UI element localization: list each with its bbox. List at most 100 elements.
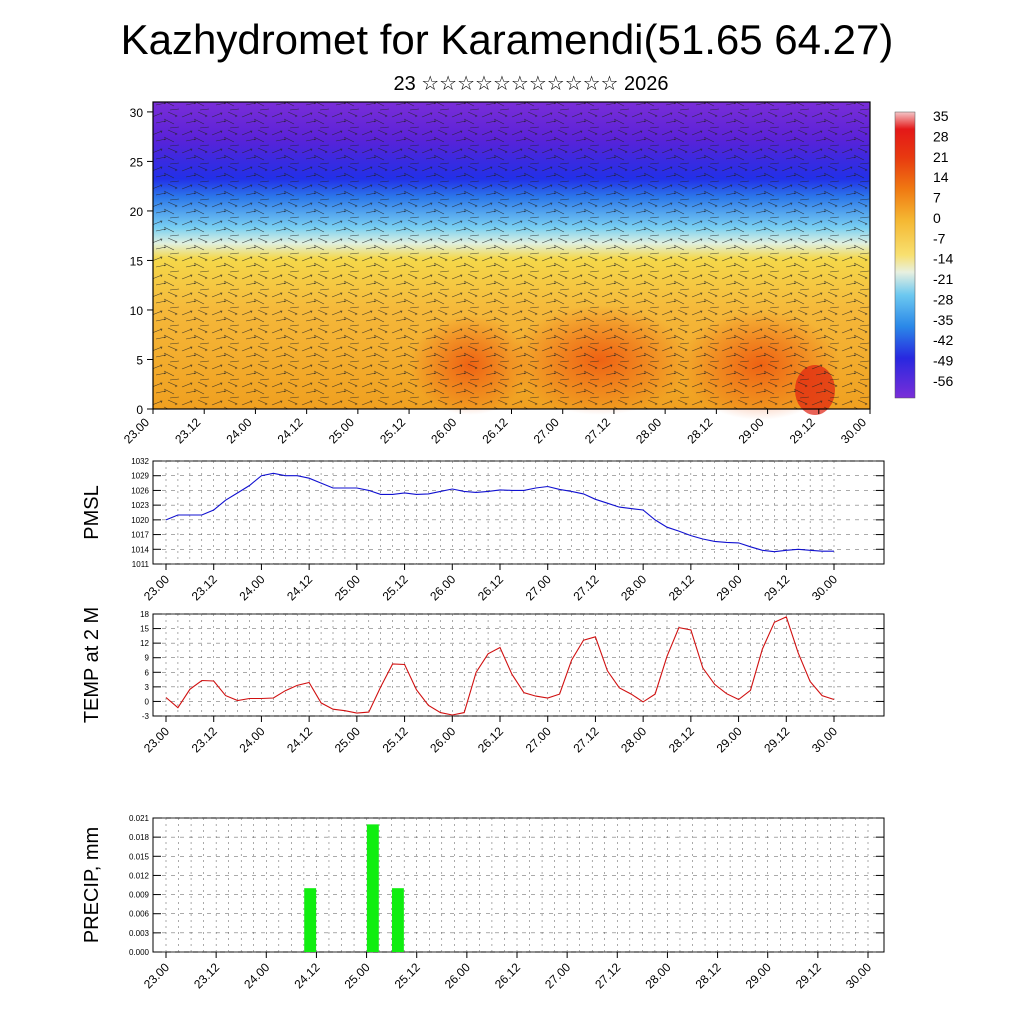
y-tick-label: 0.012	[129, 871, 150, 880]
colorbar-label: 7	[933, 190, 941, 206]
y-tick-label: 30	[130, 106, 144, 120]
x-tick-label: 25.12	[380, 572, 411, 603]
y-tick-label: 0.021	[129, 814, 150, 823]
precip-bar	[366, 824, 379, 952]
x-tick-label: 29.12	[793, 960, 824, 991]
x-tick-label: 24.12	[291, 960, 322, 991]
x-tick-label: 23.00	[121, 415, 152, 446]
y-tick-label: 1020	[131, 516, 149, 525]
y-tick-label: 0.000	[129, 948, 150, 957]
colorbar-label: -14	[933, 251, 953, 267]
x-tick-label: 28.00	[642, 960, 673, 991]
x-tick-label: 27.00	[523, 724, 554, 755]
x-tick-label: 28.00	[618, 724, 649, 755]
temp-panel: 18 15 12 9 6 3 0 -3 23.00 23.12 24.00 24.12 25.00 25.…	[81, 607, 885, 755]
x-tick-label: 28.12	[684, 415, 715, 446]
x-tick-label: 29.12	[761, 572, 792, 603]
x-tick-label: 23.12	[191, 960, 222, 991]
precip-panel: 0.021 0.018 0.015 0.012 0.009 0.006 0.003 0.000…	[81, 814, 885, 991]
x-tick-label: 26.00	[442, 960, 473, 991]
x-tick-label: 30.00	[809, 724, 840, 755]
x-tick-label: 26.00	[427, 724, 458, 755]
x-tick-label: 25.00	[342, 960, 373, 991]
x-tick-label: 26.12	[475, 724, 506, 755]
y-tick-label: 20	[130, 205, 144, 219]
y-axis-label: PMSL	[81, 485, 103, 539]
x-tick-label: 27.12	[592, 960, 623, 991]
y-tick-label: 1029	[131, 472, 149, 481]
y-tick-label: 6	[145, 668, 150, 677]
colorbar-label: 0	[933, 210, 941, 226]
x-tick-label: 25.00	[332, 724, 363, 755]
x-tick-label: 25.00	[326, 415, 357, 446]
colorbar-label: -7	[933, 230, 946, 246]
y-tick-label: 0	[145, 697, 150, 706]
colorbar-label: 35	[933, 108, 949, 124]
colorbar-label: -49	[933, 353, 953, 369]
x-tick-label: 24.12	[275, 415, 306, 446]
y-axis-label: TEMP at 2 M	[81, 607, 103, 723]
y-tick-label: 3	[145, 683, 150, 692]
y-tick-label: 9	[145, 654, 150, 663]
precip-bar	[391, 888, 404, 952]
x-tick-label: 23.12	[189, 724, 220, 755]
y-tick-label: 1023	[131, 501, 149, 510]
colorbar: 35 28 21 14 7 0 -7 -14 -21 -28 -35 -42 -49 -56	[894, 108, 953, 399]
x-tick-label: 23.00	[141, 572, 172, 603]
x-tick-label: 30.00	[843, 960, 874, 991]
y-tick-label: 0.009	[129, 891, 150, 900]
x-tick-label: 24.12	[284, 572, 315, 603]
x-tick-label: 27.12	[570, 724, 601, 755]
x-tick-label: 27.00	[531, 415, 562, 446]
x-tick-label: 27.00	[523, 572, 554, 603]
x-tick-label: 26.12	[479, 415, 510, 446]
panel-frame	[152, 460, 885, 565]
colorbar-label: 28	[933, 128, 949, 144]
x-tick-label: 29.12	[761, 724, 792, 755]
y-tick-label: 1026	[131, 486, 149, 495]
series-line	[165, 616, 835, 716]
x-tick-label: 26.00	[428, 415, 459, 446]
colorbar-label: 21	[933, 149, 949, 165]
x-tick-label: 26.12	[475, 572, 506, 603]
y-tick-label: 25	[130, 155, 144, 169]
panel-frame	[152, 817, 885, 953]
y-axis-label: PRECIP, mm	[81, 827, 103, 943]
x-tick-label: 28.00	[618, 572, 649, 603]
y-tick-label: 10	[130, 304, 144, 318]
y-tick-label: 15	[140, 625, 149, 634]
y-tick-label: 1011	[132, 560, 150, 569]
x-tick-label: 27.12	[582, 415, 613, 446]
x-tick-label: 26.12	[492, 960, 523, 991]
x-tick-label: 25.12	[392, 960, 423, 991]
x-tick-label: 28.12	[666, 724, 697, 755]
colorbar-label: -42	[933, 332, 953, 348]
y-tick-label: 12	[140, 639, 149, 648]
x-tick-label: 29.00	[714, 572, 745, 603]
wind-vectors	[153, 102, 870, 409]
pmsl-panel: 1032 1029 1026 1023 1020 1017 1014 1011 23.00 23.…	[81, 457, 885, 603]
x-tick-label: 25.12	[377, 415, 408, 446]
colorbar-label: -35	[933, 312, 953, 328]
y-tick-label: 5	[136, 353, 143, 367]
colorbar-label: -21	[933, 271, 953, 287]
x-tick-label: 24.00	[236, 724, 267, 755]
y-tick-label: 15	[130, 254, 144, 268]
x-tick-label: 27.12	[570, 572, 601, 603]
x-tick-label: 23.00	[141, 960, 172, 991]
y-tick-label: 0.018	[129, 833, 150, 842]
colorbar-label: -56	[933, 373, 953, 389]
x-tick-label: 24.00	[236, 572, 267, 603]
y-tick-label: 0.015	[129, 852, 150, 861]
x-tick-label: 27.00	[542, 960, 573, 991]
x-tick-label: 26.00	[427, 572, 458, 603]
x-tick-label: 28.12	[666, 572, 697, 603]
cross-section-plot: 0 5 10 15 20 25 30 23.00 23.12 24.00 24.12 25.00 25…	[121, 101, 871, 446]
x-tick-label: 29.12	[787, 415, 818, 446]
colorbar-label: 14	[933, 169, 949, 185]
y-tick-label: 18	[140, 610, 149, 619]
x-tick-label: 23.12	[172, 415, 203, 446]
x-tick-label: 25.00	[332, 572, 363, 603]
x-tick-label: 23.00	[141, 724, 172, 755]
